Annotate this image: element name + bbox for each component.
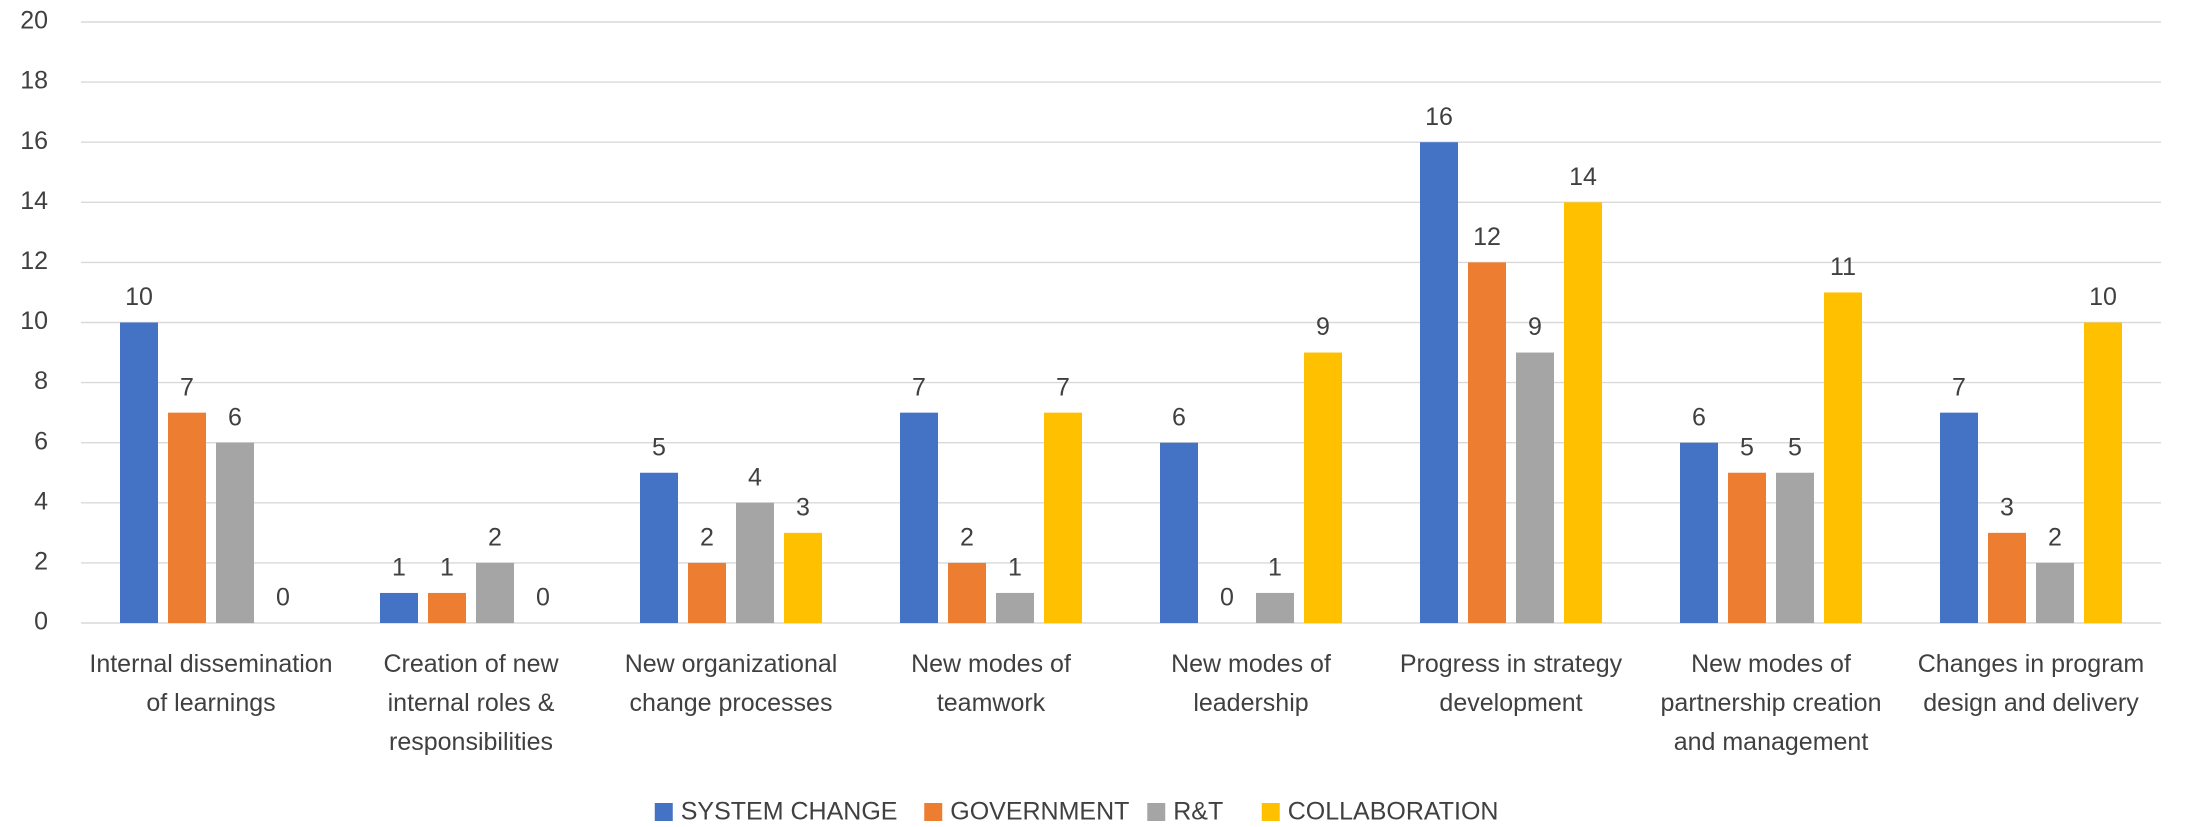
bar	[1988, 532, 2026, 623]
bar	[216, 442, 254, 623]
bar	[1728, 472, 1766, 623]
bar	[380, 592, 418, 623]
y-tick-label: 10	[20, 307, 48, 335]
legend-label: COLLABORATION	[1288, 798, 1499, 826]
bar	[736, 502, 774, 623]
bar	[1420, 142, 1458, 623]
y-tick-label: 16	[20, 127, 48, 155]
bar	[1776, 472, 1814, 623]
bar	[2036, 562, 2074, 623]
bar	[168, 412, 206, 623]
x-tick-label: Progress in strategy development	[1399, 650, 1623, 717]
y-tick-label: 6	[34, 427, 48, 455]
y-tick-label: 2	[34, 548, 48, 576]
y-tick-label: 14	[20, 187, 48, 215]
bar	[1256, 592, 1294, 623]
data-label: 0	[1220, 584, 1234, 612]
bar	[428, 592, 466, 623]
data-label: 2	[488, 524, 502, 552]
y-tick-label: 8	[34, 367, 48, 395]
bar	[1044, 412, 1082, 623]
data-label: 6	[228, 403, 242, 431]
data-label: 5	[1788, 433, 1802, 461]
bar	[1940, 412, 1978, 623]
data-label: 1	[1008, 554, 1022, 582]
data-label: 6	[1172, 403, 1186, 431]
data-label: 14	[1569, 163, 1597, 191]
bar	[2084, 322, 2122, 623]
legend-label: GOVERNMENT	[950, 798, 1129, 826]
bar	[900, 412, 938, 623]
data-label: 9	[1316, 313, 1330, 341]
legend-swatch	[1147, 803, 1166, 821]
data-label: 7	[1952, 373, 1966, 401]
data-label: 10	[2089, 283, 2117, 311]
data-label: 3	[2000, 493, 2014, 521]
data-label: 0	[276, 584, 290, 612]
bar	[1564, 202, 1602, 624]
legend-swatch	[654, 803, 673, 821]
data-label: 2	[700, 524, 714, 552]
bar	[996, 592, 1034, 623]
y-tick-label: 20	[20, 7, 48, 35]
data-label: 16	[1425, 103, 1453, 131]
bar	[1468, 262, 1506, 623]
x-tick-label: New modes of partnership creation and ma…	[1660, 650, 1882, 756]
data-label: 0	[536, 584, 550, 612]
data-label: 2	[960, 524, 974, 552]
x-tick-label: Creation of new internal roles & respons…	[383, 650, 559, 756]
y-tick-label: 0	[34, 608, 48, 636]
data-label: 12	[1473, 223, 1501, 251]
bar	[1516, 352, 1554, 623]
data-label: 9	[1528, 313, 1542, 341]
bar	[476, 562, 514, 623]
data-label: 1	[392, 554, 406, 582]
x-tick-label: Internal dissemination of learnings	[89, 650, 333, 717]
data-label: 5	[1740, 433, 1754, 461]
bar	[784, 532, 822, 623]
y-tick-label: 4	[34, 487, 48, 515]
data-label: 1	[440, 554, 454, 582]
bar	[688, 562, 726, 623]
bar	[948, 562, 986, 623]
legend-swatch	[924, 803, 943, 821]
data-label: 10	[125, 283, 153, 311]
bar	[1160, 442, 1198, 623]
data-label: 6	[1692, 403, 1706, 431]
bar	[1680, 442, 1718, 623]
legend-label: SYSTEM CHANGE	[681, 798, 898, 826]
data-label: 7	[1056, 373, 1070, 401]
bar	[120, 322, 158, 623]
data-label: 2	[2048, 524, 2062, 552]
x-tick-label: Changes in program design and delivery	[1917, 650, 2145, 717]
y-tick-label: 18	[20, 67, 48, 95]
x-tick-label: New modes of leadership	[1171, 650, 1331, 717]
x-tick-label: New modes of teamwork	[911, 650, 1071, 717]
data-label: 7	[180, 373, 194, 401]
legend-label: R&T	[1173, 798, 1223, 826]
data-label: 7	[912, 373, 926, 401]
x-tick-label: New organizational change processes	[624, 650, 838, 717]
data-label: 4	[748, 463, 762, 491]
data-label: 11	[1830, 253, 1856, 281]
bar	[1824, 292, 1862, 623]
legend-swatch	[1261, 803, 1280, 821]
bar	[640, 472, 678, 623]
data-label: 3	[796, 493, 810, 521]
bar	[1304, 352, 1342, 623]
data-label: 1	[1268, 554, 1282, 582]
y-tick-label: 12	[20, 247, 48, 275]
data-label: 5	[652, 433, 666, 461]
